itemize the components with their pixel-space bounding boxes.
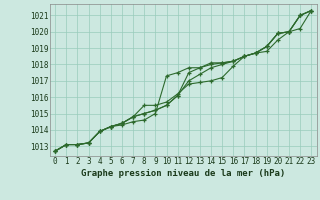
X-axis label: Graphe pression niveau de la mer (hPa): Graphe pression niveau de la mer (hPa)	[81, 169, 285, 178]
